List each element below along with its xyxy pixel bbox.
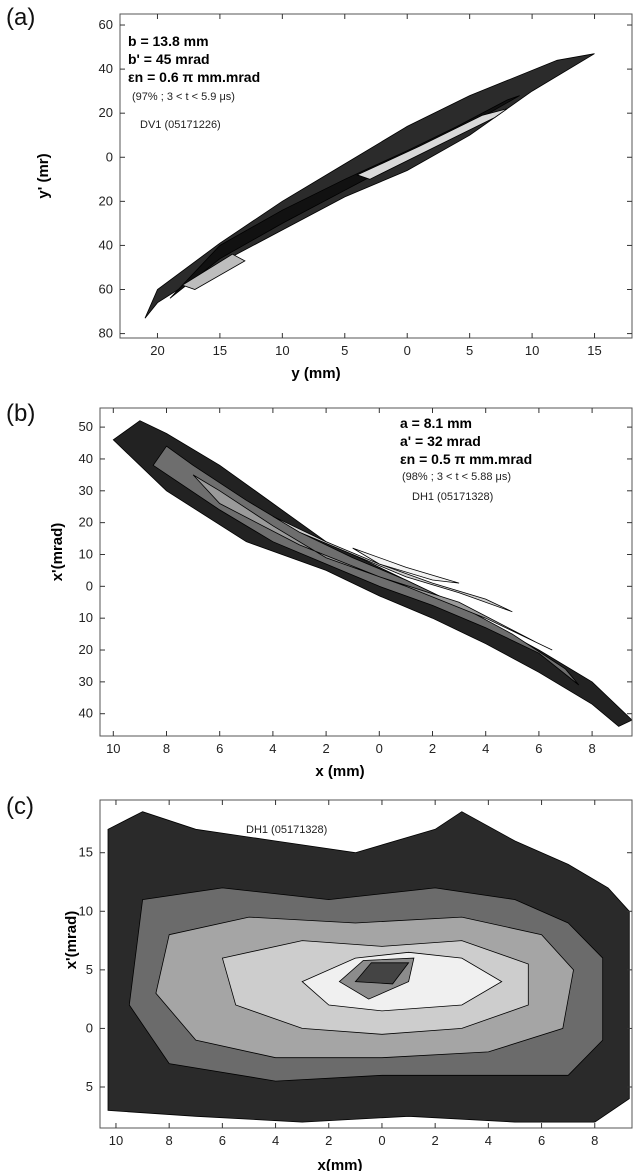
- y-tick-label: 80: [99, 326, 113, 341]
- y-tick-label: 10: [79, 903, 93, 918]
- x-tick-label: 8: [591, 1133, 598, 1148]
- y-tick-label: 0: [86, 578, 93, 593]
- x-tick-label: 2: [429, 741, 436, 756]
- annotation-text: (97% ; 3 < t < 5.9 μs): [132, 91, 235, 103]
- x-tick-label: 8: [166, 1133, 173, 1148]
- x-tick-label: 10: [525, 343, 539, 358]
- y-tick-label: 60: [99, 282, 113, 297]
- annotation-text: DH1 (05171328): [412, 491, 493, 503]
- x-tick-label: 20: [150, 343, 164, 358]
- x-tick-label: 15: [587, 343, 601, 358]
- x-tick-label: 2: [432, 1133, 439, 1148]
- panel-3-plot: 10 8 6 4 2 0 2 4 6 8 15 10 5 0 5 x(mm) x'(mrad) DH1 (0517…: [63, 799, 633, 1171]
- x-tick-label: 10: [109, 1133, 123, 1148]
- annotation-text: a = 8.1 mm: [400, 415, 472, 431]
- y-tick-label: 20: [99, 193, 113, 208]
- x-tick-label: 6: [216, 741, 223, 756]
- y-tick-label: 15: [79, 845, 93, 860]
- y-tick-label: 40: [99, 61, 113, 76]
- x-tick-label: 5: [466, 343, 473, 358]
- x-tick-label: 5: [341, 343, 348, 358]
- panel-3-contours: [107, 811, 630, 1123]
- annotation-text: εn = 0.5 π mm.mrad: [400, 451, 532, 467]
- x-tick-label: 4: [482, 741, 489, 756]
- annotation-text: DH1 (05171328): [246, 824, 327, 836]
- annotation-text: a' = 32 mrad: [400, 433, 481, 449]
- x-tick-label: 15: [213, 343, 227, 358]
- x-tick-label: 0: [378, 1133, 385, 1148]
- x-tick-label: 4: [272, 1133, 279, 1148]
- contour-level-3: [181, 253, 246, 290]
- x-tick-label: 4: [269, 741, 276, 756]
- contour-level-4: [272, 515, 513, 613]
- x-tick-label: 6: [538, 1133, 545, 1148]
- x-axis-label: x(mm): [317, 1157, 362, 1171]
- y-tick-label: 30: [79, 674, 93, 689]
- contour-level-5: [352, 547, 460, 584]
- x-tick-label: 0: [404, 343, 411, 358]
- x-tick-label: 8: [163, 741, 170, 756]
- plot-frame: [99, 799, 633, 1129]
- y-tick-label: 40: [79, 451, 93, 466]
- annotation-text: DV1 (05171226): [140, 119, 221, 131]
- annotation-text: εn = 0.6 π mm.mrad: [128, 69, 260, 85]
- annotation-text: b' = 45 mrad: [128, 51, 210, 67]
- x-tick-label: 0: [376, 741, 383, 756]
- x-tick-label: 2: [325, 1133, 332, 1148]
- y-tick-label: 30: [79, 483, 93, 498]
- plot-frame: [119, 13, 633, 339]
- y-tick-label: 40: [79, 706, 93, 721]
- x-tick-label: 6: [535, 741, 542, 756]
- y-tick-label: 5: [86, 962, 93, 977]
- y-tick-label: 0: [86, 1020, 93, 1035]
- x-tick-label: 8: [588, 741, 595, 756]
- annotation-text: (98% ; 3 < t < 5.88 μs): [402, 471, 511, 483]
- y-tick-label: 40: [99, 237, 113, 252]
- contour-level-3: [192, 474, 553, 651]
- x-tick-label: 2: [322, 741, 329, 756]
- y-tick-label: 10: [79, 546, 93, 561]
- y-axis-label: x'(mrad): [63, 911, 80, 970]
- y-tick-label: 5: [86, 1079, 93, 1094]
- y-axis-label: y' (mr): [35, 153, 52, 198]
- y-axis-label: x'(mrad): [49, 523, 66, 582]
- y-tick-label: 20: [79, 515, 93, 530]
- y-tick-label: 10: [79, 610, 93, 625]
- panel-1-contours: [144, 53, 595, 319]
- y-tick-label: 20: [79, 642, 93, 657]
- y-tick-label: 0: [106, 149, 113, 164]
- x-tick-label: 10: [106, 741, 120, 756]
- x-axis-label: y (mm): [291, 365, 340, 382]
- panel-2-contours: [112, 420, 632, 727]
- x-axis-label: x (mm): [315, 763, 364, 780]
- plot-frame: [99, 407, 633, 737]
- contour-level-4: [356, 108, 508, 180]
- contour-level-2: [169, 95, 520, 299]
- panel-c-label: (c): [6, 793, 34, 820]
- y-tick-label: 20: [99, 105, 113, 120]
- y-tick-label: 50: [79, 419, 93, 434]
- contour-level-7: [354, 962, 410, 985]
- y-tick-label: 60: [99, 17, 113, 32]
- x-tick-label: 4: [485, 1133, 492, 1148]
- x-tick-label: 6: [219, 1133, 226, 1148]
- panel-a-label: (a): [6, 4, 36, 31]
- panel-1-plot: 20 15 10 5 0 5 10 15 60 40 20 0 20 40 60 80 y (mm) y' (mr…: [35, 13, 633, 382]
- panel-b-label: (b): [6, 400, 36, 427]
- annotation-text: b = 13.8 mm: [128, 33, 209, 49]
- x-tick-label: 10: [275, 343, 289, 358]
